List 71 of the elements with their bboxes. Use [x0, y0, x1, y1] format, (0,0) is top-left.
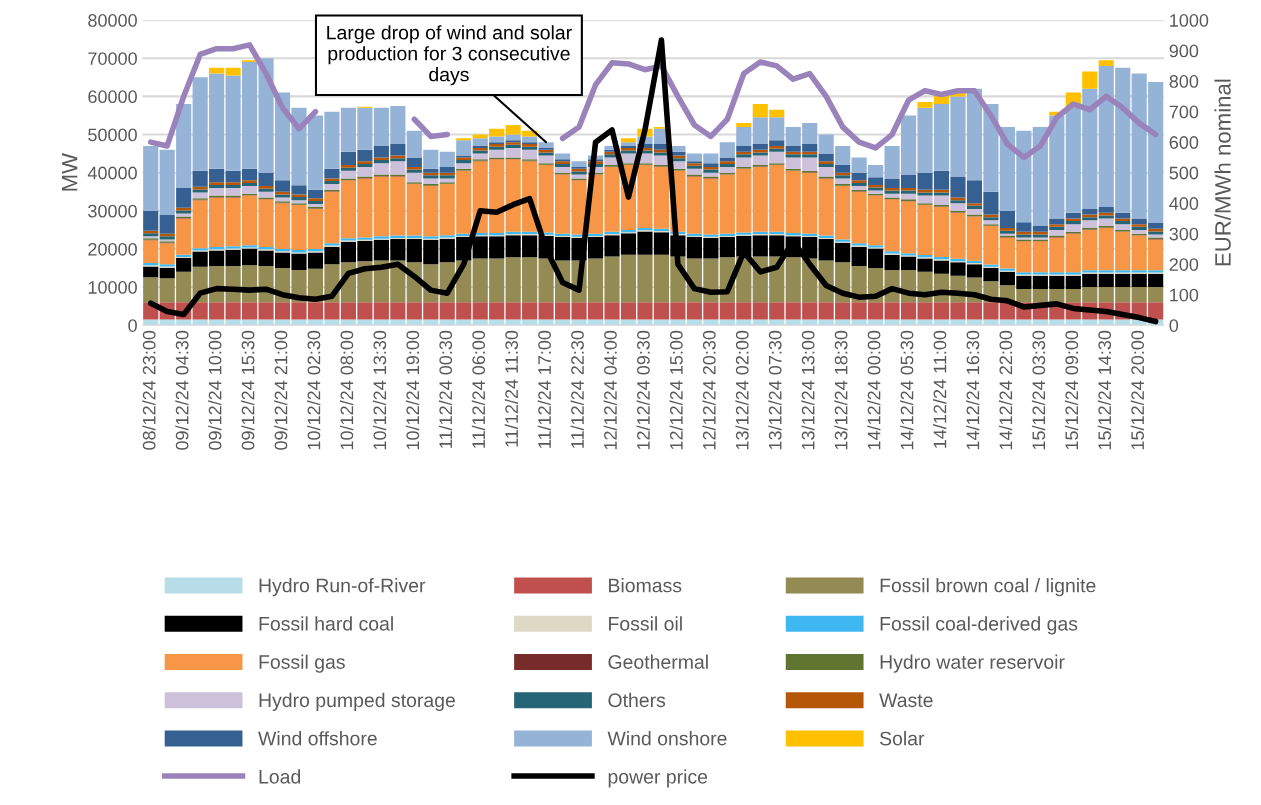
x-tick-label: 14/12/24 16:30 [966, 330, 980, 450]
x-tick-label: 11/12/24 22:30 [570, 330, 584, 448]
y2-tick-label: 700 [1169, 105, 1199, 119]
x-tick-label: 11/12/24 17:00 [537, 330, 551, 448]
x-tick-label: 10/12/24 13:30 [372, 330, 387, 450]
y-tick-label: 80000 [88, 14, 137, 27]
x-tick-label: 12/12/24 15:00 [669, 330, 683, 450]
x-tick-label: 09/12/24 21:00 [274, 330, 288, 450]
x-tick-label: 15/12/24 09:00 [1064, 330, 1079, 450]
y-tick-label: 50000 [88, 128, 137, 142]
legend-label: Geothermal [608, 654, 708, 669]
y-tick-label: 60000 [88, 90, 137, 104]
y2-tick-label: 400 [1169, 197, 1199, 210]
x-tick-label: 10/12/24 08:00 [340, 330, 354, 450]
legend-label: Fossil brown coal / lignite [880, 578, 1096, 597]
x-tick-label: 14/12/24 22:00 [998, 330, 1013, 450]
legend-label: Waste [879, 693, 933, 708]
x-tick-label: 13/12/24 13:00 [801, 330, 815, 450]
x-tick-label: 12/12/24 04:00 [603, 330, 617, 450]
x-tick-label: 15/12/24 20:00 [1130, 330, 1145, 450]
y-axis-title: MW [61, 153, 78, 191]
legend-label: Fossil coal-derived gas [880, 616, 1078, 635]
x-tick-label: 08/12/24 23:00 [142, 330, 156, 450]
y2-tick-label: 600 [1169, 136, 1199, 149]
x-tick-label: 09/12/24 15:30 [241, 330, 255, 450]
x-tick-label: 14/12/24 00:00 [867, 330, 881, 450]
legend-label: Solar [879, 731, 925, 746]
y-tick-label: 40000 [87, 166, 137, 180]
legend-label: Wind offshore [258, 731, 377, 746]
legend-label: Hydro water reservoir [880, 654, 1065, 673]
y2-tick-label: 300 [1169, 227, 1199, 241]
x-tick-label: 10/12/24 19:00 [405, 330, 420, 450]
legend-label: Load [259, 769, 301, 784]
x-tick-label: 14/12/24 05:30 [900, 330, 914, 450]
y2-tick-label: 200 [1169, 258, 1199, 271]
legend-label: Hydro Run-of-River [259, 578, 426, 597]
y2-tick-label: 100 [1170, 288, 1199, 302]
y2-axis-title: EUR/MWh nominal [1214, 79, 1231, 266]
y2-tick-label: 1000 [1170, 14, 1209, 27]
x-tick-label: 14/12/24 11:00 [933, 330, 947, 448]
x-tick-label: 13/12/24 18:30 [834, 330, 848, 450]
x-tick-label: 09/12/24 04:30 [175, 330, 189, 450]
x-tick-label: 11/12/24 00:30 [438, 330, 453, 448]
annotation: Large drop of wind and solar production for 3 consecutive days [327, 25, 572, 86]
y2-tick-label: 500 [1169, 166, 1199, 180]
y2-tick-label: 900 [1169, 44, 1199, 58]
y-tick-label: 0 [128, 319, 137, 332]
x-tick-label: 15/12/24 03:30 [1031, 330, 1046, 450]
legend-label: Fossil hard coal [259, 616, 393, 631]
x-tick-label: 11/12/24 06:00 [471, 330, 486, 448]
legend-label: Fossil gas [259, 654, 345, 673]
y-tick-label: 30000 [88, 204, 137, 218]
x-tick-label: 15/12/24 14:30 [1097, 330, 1112, 450]
legend-label: Wind onshore [607, 731, 727, 746]
x-tick-label: 13/12/24 07:30 [768, 330, 782, 450]
x-tick-label: 12/12/24 20:30 [702, 330, 716, 450]
x-tick-label: 12/12/24 09:30 [636, 330, 650, 450]
y-tick-label: 20000 [88, 242, 137, 256]
legend-label: Biomass [609, 578, 682, 593]
y2-tick-label: 800 [1169, 75, 1199, 88]
y-tick-label: 70000 [88, 52, 137, 65]
legend-label: power price [608, 769, 708, 788]
legend-label: Others [608, 692, 666, 708]
x-tick-label: 13/12/24 02:00 [735, 330, 749, 450]
x-tick-label: 11/12/24 11:30 [504, 330, 519, 447]
legend-label: Hydro pumped storage [259, 692, 455, 711]
y2-tick-label: 0 [1169, 319, 1179, 332]
legend-label: Fossil oil [609, 616, 682, 631]
x-tick-label: 09/12/24 10:00 [208, 330, 222, 450]
y-tick-label: 10000 [88, 281, 137, 294]
x-tick-label: 10/12/24 02:30 [307, 330, 321, 450]
